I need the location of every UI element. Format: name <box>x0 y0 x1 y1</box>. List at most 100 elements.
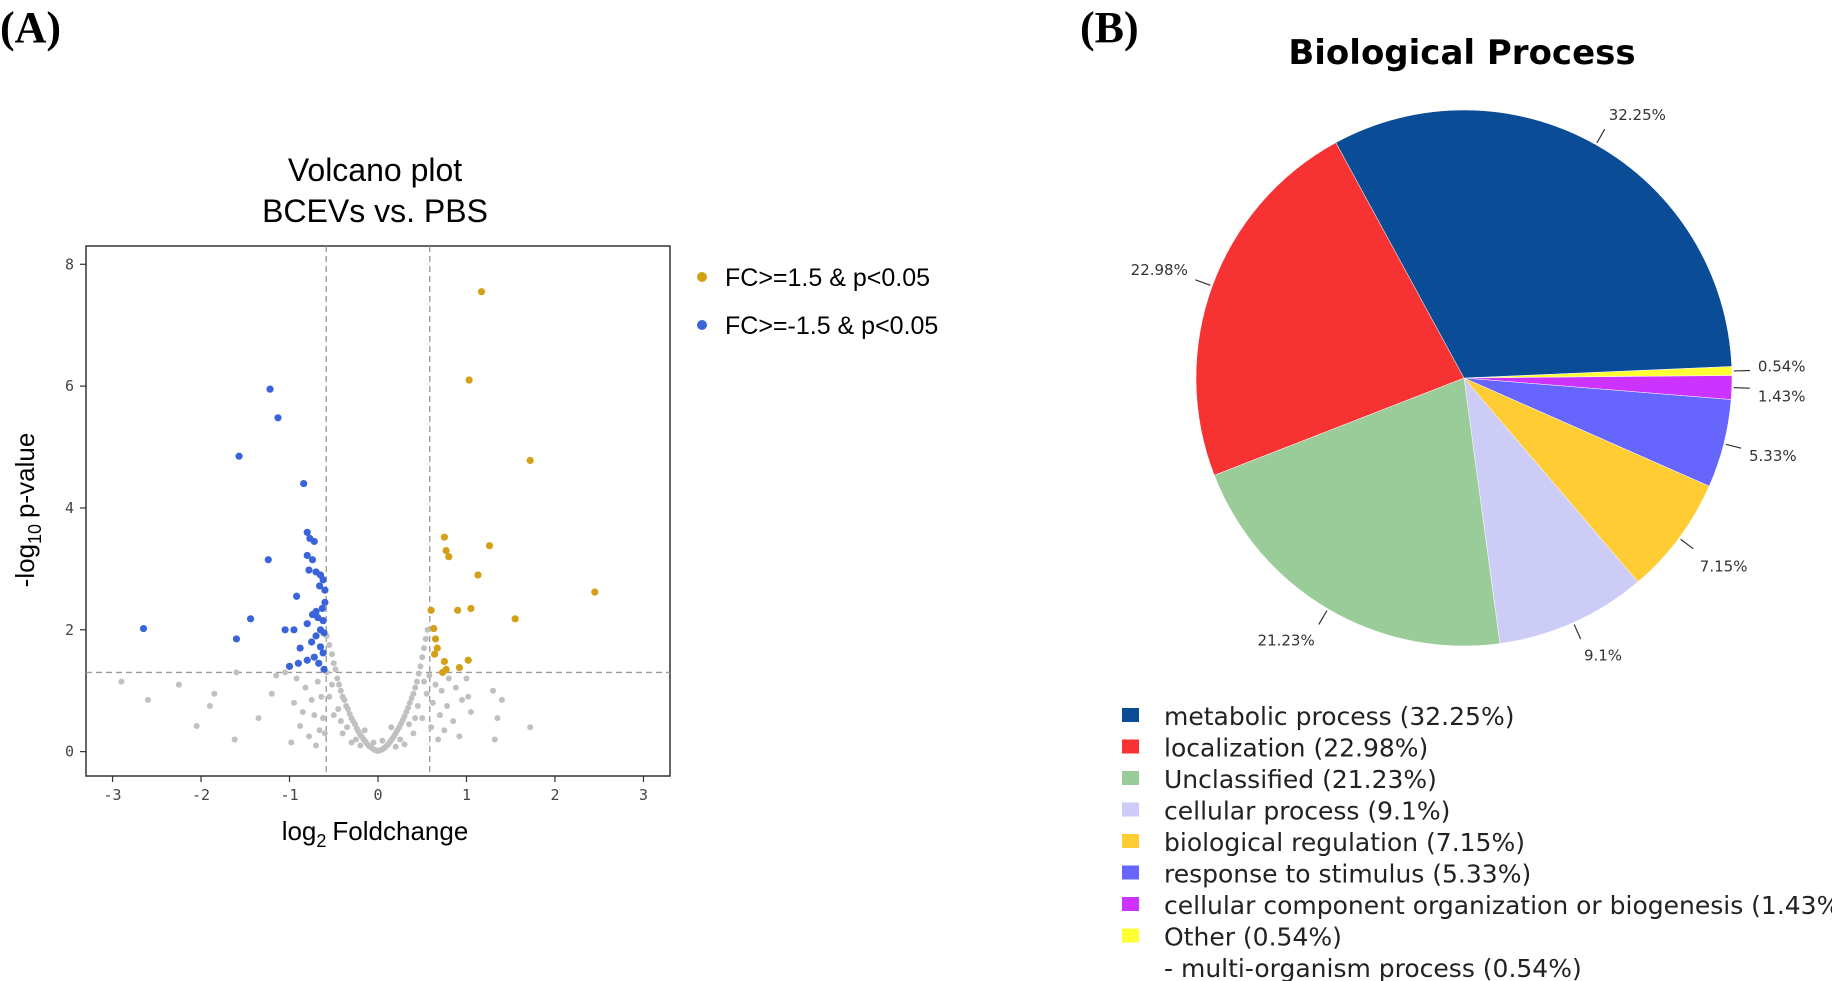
ns-point <box>450 718 457 725</box>
pie-slice <box>1463 377 1710 583</box>
pie-slice-label: 0.54% <box>1758 357 1806 375</box>
y-tick-label: 2 <box>65 621 74 639</box>
ns-point <box>412 684 419 691</box>
down-point <box>300 479 308 488</box>
down-point <box>316 643 325 651</box>
up-point <box>430 624 438 633</box>
ns-point <box>419 654 426 661</box>
pie-legend-swatch <box>1122 802 1139 817</box>
threshold-lines <box>86 246 670 776</box>
down-point <box>315 659 323 667</box>
y-tick-label: 6 <box>65 377 74 395</box>
x-tick-label: 3 <box>639 786 648 804</box>
y-axis-label: -log10p-value <box>10 433 45 588</box>
ns-point <box>328 681 335 688</box>
down-point <box>139 624 148 633</box>
down-point <box>305 566 313 574</box>
down-point <box>285 662 294 670</box>
legend-marker-up <box>697 272 707 282</box>
pie-slice-label: 7.15% <box>1700 558 1748 576</box>
pie-legend-swatch <box>1122 708 1139 722</box>
down-point <box>318 604 326 613</box>
down-point <box>319 649 327 657</box>
ns-point <box>444 702 451 709</box>
pie-slices <box>1195 109 1733 647</box>
down-point <box>264 556 272 564</box>
ns-point <box>334 675 341 682</box>
x-tick-label: 1 <box>462 786 471 804</box>
down-point <box>292 592 301 600</box>
ns-point <box>388 724 395 731</box>
down-point <box>274 414 282 422</box>
pie-slice-label: 5.33% <box>1749 447 1797 465</box>
down-point <box>319 617 327 625</box>
down-point <box>312 632 320 640</box>
up-point <box>427 606 435 614</box>
ns-point <box>465 693 472 700</box>
up-point <box>485 542 494 550</box>
ns-point <box>144 696 151 703</box>
legend-marker-down <box>697 320 707 330</box>
pie-legend-swatch <box>1122 834 1139 848</box>
volcano-plot: Volcano plot BCEVs vs. PBS -3 -2 -1 0 1 2 3 0 2… <box>10 152 938 851</box>
pie-slice <box>1195 142 1465 476</box>
ns-point <box>339 730 346 737</box>
ns-point <box>357 742 364 749</box>
pie-legend-label: localization (22.98%) <box>1164 734 1428 763</box>
pie-legend-label: Unclassified (21.23%) <box>1164 765 1437 794</box>
non-significant-points <box>118 626 534 755</box>
ns-point <box>429 699 436 706</box>
pie-legend-note: - multi-organism process (0.54%) <box>1164 954 1582 981</box>
ns-point <box>326 693 333 700</box>
ns-point <box>432 681 439 688</box>
up-point <box>431 635 440 643</box>
ns-point <box>463 675 470 682</box>
pie-leader-line <box>1680 538 1694 550</box>
down-point <box>320 629 328 637</box>
ns-point <box>459 696 466 703</box>
ns-point <box>273 672 280 679</box>
up-point <box>474 571 482 579</box>
down-point <box>303 620 311 628</box>
ns-point <box>293 675 300 682</box>
ns-point <box>302 684 309 691</box>
up-point <box>442 546 450 555</box>
down-point <box>319 576 327 584</box>
ns-point <box>415 670 422 677</box>
pie-slice-label: 32.25% <box>1609 106 1666 124</box>
volcano-plot-frame <box>85 245 671 777</box>
up-point <box>511 615 519 623</box>
ns-point <box>337 687 344 694</box>
up-point <box>454 606 462 614</box>
ns-point <box>412 715 419 722</box>
down-point <box>308 610 317 619</box>
pie-leader-line <box>1596 128 1606 144</box>
ns-point <box>316 727 323 734</box>
ns-point <box>299 709 306 716</box>
pie-leader-line <box>1733 387 1750 389</box>
x-tick-label: -1 <box>280 786 298 804</box>
ns-point <box>419 715 426 722</box>
ns-point <box>326 642 333 649</box>
ns-point <box>118 678 125 685</box>
pie-legend: metabolic process (32.25%) localization (… <box>1122 702 1832 981</box>
ns-point <box>405 721 412 728</box>
ns-point <box>527 724 534 731</box>
ns-point <box>341 696 348 703</box>
ns-point <box>308 696 315 703</box>
ns-point <box>352 736 359 743</box>
x-axis-label: log2 Foldchange <box>282 816 469 851</box>
y-axis-ticks: 0 2 4 6 8 <box>65 255 86 761</box>
ns-point <box>332 666 339 673</box>
pie-legend-swatch <box>1122 928 1139 943</box>
ns-point <box>320 715 327 722</box>
x-tick-label: -2 <box>192 786 210 804</box>
ns-point <box>313 742 320 749</box>
ns-point <box>206 702 213 709</box>
ns-point <box>426 672 433 679</box>
ns-point <box>330 660 337 667</box>
down-point <box>310 537 318 546</box>
down-point <box>281 626 289 634</box>
ns-point <box>436 712 443 719</box>
